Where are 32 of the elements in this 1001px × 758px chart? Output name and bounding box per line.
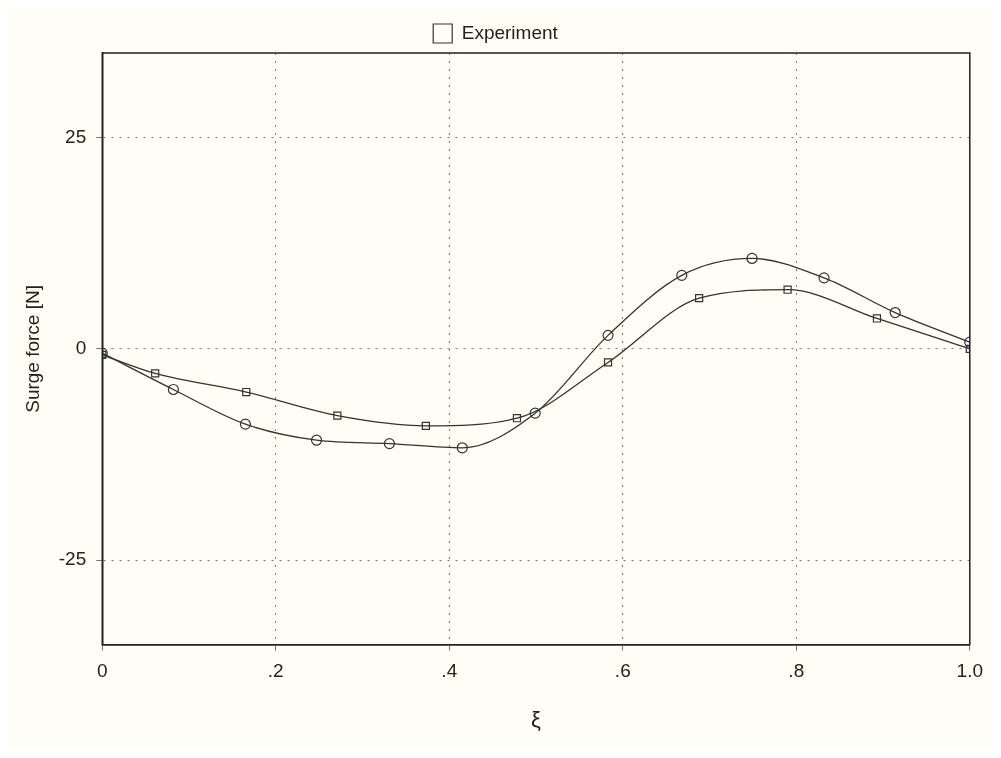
- point: [676, 269, 688, 281]
- y-tick-label: 25: [65, 125, 87, 147]
- y-tick-label: -25: [58, 548, 87, 570]
- point: [239, 418, 251, 430]
- point: [529, 407, 541, 419]
- point: [421, 421, 430, 430]
- point: [872, 314, 882, 323]
- y-axis-title: Surge force [N]: [21, 285, 43, 413]
- x-tick-label: .2: [267, 660, 284, 682]
- x-tick-label: .6: [614, 660, 631, 682]
- point: [512, 414, 522, 423]
- x-tick-label: .4: [441, 660, 458, 682]
- x-axis-title: ξ: [531, 706, 542, 732]
- point: [151, 369, 160, 378]
- point: [694, 294, 704, 303]
- x-tick-label: 0: [96, 660, 108, 682]
- y-tick-label: 0: [75, 337, 87, 359]
- point: [783, 285, 792, 294]
- point: [746, 252, 758, 265]
- x-tick-label: 1.0: [956, 660, 983, 682]
- point: [310, 434, 323, 446]
- point: [818, 272, 830, 284]
- point: [242, 387, 251, 397]
- point: [383, 437, 396, 450]
- point: [603, 358, 613, 367]
- legend-label: Experiment: [461, 21, 559, 43]
- point: [889, 306, 901, 319]
- point: [602, 329, 614, 341]
- point: [333, 411, 342, 420]
- point: [456, 442, 468, 454]
- point: [167, 383, 179, 396]
- x-tick-label: .8: [788, 660, 805, 682]
